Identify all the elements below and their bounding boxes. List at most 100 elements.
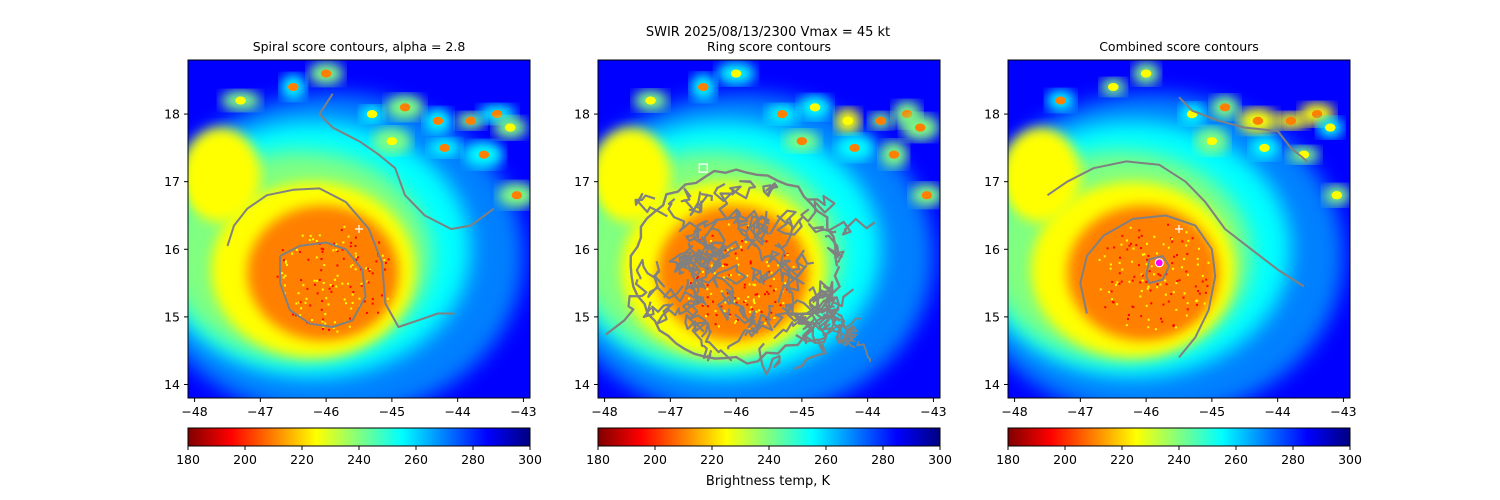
core-speckle	[340, 229, 343, 232]
ring-contour	[827, 217, 876, 236]
core-speckle	[767, 292, 770, 295]
core-speckle	[1175, 326, 1178, 329]
core-speckle	[765, 318, 768, 321]
colorbar-tick-label: 180	[586, 452, 610, 467]
core-speckle	[1141, 253, 1144, 256]
y-tick-label: 16	[984, 242, 1000, 257]
core-speckle	[731, 247, 734, 250]
core-speckle	[367, 267, 370, 270]
core-speckle	[312, 238, 315, 241]
core-speckle	[1187, 239, 1190, 242]
center-plus-marker	[355, 225, 363, 233]
core-speckle	[724, 249, 727, 252]
colorbar-tick-label: 220	[290, 452, 314, 467]
axes-frame	[1007, 59, 1351, 399]
core-speckle	[306, 287, 309, 290]
panels: Spiral score contours, alpha = 2.8 −48 −47…	[164, 39, 1362, 467]
panel-2: Ring score contours −48 −47 −46 −45 −44 −43 14 1…	[574, 39, 952, 467]
convective-core	[730, 69, 742, 78]
core-speckle	[1139, 247, 1142, 250]
core-speckle	[764, 322, 767, 325]
core-speckle	[735, 320, 738, 323]
score-contour	[1079, 214, 1217, 359]
core-speckle	[320, 269, 323, 272]
colorbar-label: Brightness temp, K	[706, 474, 831, 489]
ring-contour	[713, 182, 738, 221]
core-speckle	[1118, 261, 1121, 264]
core-speckle	[1164, 293, 1167, 296]
core-speckle	[1126, 248, 1129, 251]
ring-contour-lobe	[826, 308, 841, 327]
colorbar-tick-label: 300	[1338, 452, 1362, 467]
core-speckle	[760, 310, 763, 313]
core-speckle	[737, 297, 740, 300]
colorbar-tick-label: 280	[461, 452, 485, 467]
core-speckle	[1150, 265, 1153, 268]
core-speckle	[710, 239, 713, 242]
core-speckle	[1162, 243, 1165, 246]
core-speckle	[1143, 253, 1146, 256]
core-speckle	[715, 314, 718, 317]
convective-core	[796, 137, 808, 146]
colorbar-tick-label: 280	[1281, 452, 1305, 467]
core-speckle	[1153, 273, 1156, 276]
core-speckle	[333, 278, 336, 281]
core-speckle	[300, 307, 303, 310]
core-speckle	[1118, 272, 1121, 275]
convective-core	[505, 123, 516, 132]
core-speckle	[701, 304, 704, 307]
ring-contour	[808, 223, 837, 234]
x-tick-label: −44	[854, 404, 880, 419]
core-speckle	[1206, 285, 1209, 288]
core-speckle	[1167, 246, 1170, 249]
core-speckle	[1198, 292, 1201, 295]
core-speckle	[710, 264, 713, 267]
core-speckle	[284, 259, 287, 262]
core-speckle	[736, 319, 739, 322]
core-speckle	[375, 260, 378, 263]
x-tick-label: −48	[181, 404, 207, 419]
center-circle-marker	[1154, 258, 1164, 268]
core-speckle	[783, 254, 786, 257]
ring-contour	[634, 192, 668, 218]
core-speckle	[751, 308, 754, 311]
core-speckle	[1135, 244, 1138, 247]
ring-contour	[605, 278, 648, 336]
core-speckle	[343, 298, 346, 301]
colorbar-tick-label: 300	[928, 452, 952, 467]
core-speckle	[1165, 283, 1168, 286]
panel-title: Ring score contours	[707, 39, 831, 54]
core-speckle	[1156, 283, 1159, 286]
colorbar	[597, 427, 941, 447]
ir-image	[1008, 60, 1350, 398]
convective-core	[1285, 116, 1297, 125]
core-speckle	[320, 247, 323, 250]
core-speckle	[729, 274, 732, 277]
core-speckle	[741, 240, 744, 243]
core-speckle	[750, 306, 753, 309]
core-speckle	[766, 290, 769, 293]
core-speckle	[1180, 266, 1183, 269]
colorbar-tick-label: 240	[1167, 452, 1191, 467]
core-speckle	[723, 263, 726, 266]
convective-core	[1311, 110, 1323, 119]
core-speckle	[321, 300, 324, 303]
core-speckle	[1201, 274, 1204, 277]
core-speckle	[1161, 320, 1164, 323]
core-speckle	[386, 297, 389, 300]
core-speckle	[302, 284, 305, 287]
core-speckle	[1170, 293, 1173, 296]
convective-core	[697, 82, 709, 92]
core-speckle	[1138, 229, 1141, 232]
core-speckle	[779, 304, 782, 307]
core-speckle	[724, 301, 727, 304]
core-speckle	[1185, 314, 1188, 317]
x-tick-label: −46	[723, 404, 749, 419]
ring-contour-outer	[629, 168, 842, 365]
core-speckle	[383, 259, 386, 262]
core-speckle	[740, 245, 743, 248]
core-speckle	[1186, 273, 1189, 276]
core-speckle	[305, 297, 308, 300]
core-speckle	[711, 300, 714, 303]
core-speckle	[281, 249, 284, 252]
